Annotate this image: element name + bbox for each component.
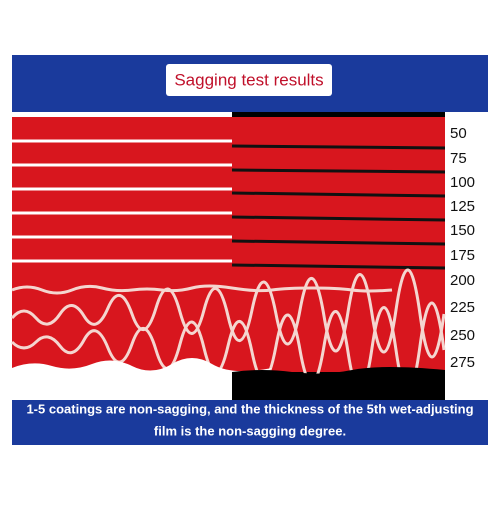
separators	[10, 139, 446, 393]
thickness-label: 100	[450, 174, 475, 191]
gap	[231, 191, 446, 198]
caption-line: film is the non-sagging degree.	[154, 423, 346, 438]
thickness-label: 250	[450, 327, 475, 344]
thickness-label: 175	[450, 247, 475, 264]
sag-left	[12, 358, 272, 400]
thickness-label: 50	[450, 125, 467, 142]
wave	[11, 284, 393, 295]
gap	[231, 239, 446, 246]
thickness-label: 225	[450, 299, 475, 316]
sag-right	[232, 367, 445, 400]
gap	[231, 263, 446, 270]
thickness-label: 75	[450, 150, 467, 167]
labels: 50 75 100 125 150 175 200 225 250 275	[450, 125, 475, 371]
title-box	[166, 64, 332, 96]
gap	[231, 215, 446, 222]
coating	[12, 117, 445, 372]
caption-line: 1-5 coatings are non-sagging, and the th…	[26, 401, 473, 416]
thickness-label: 125	[450, 198, 475, 215]
gap	[231, 144, 446, 150]
thickness-label: 150	[450, 222, 475, 239]
thickness-label: 275	[450, 354, 475, 371]
wave	[10, 268, 446, 359]
title: Sagging test results	[174, 70, 323, 89]
thickness-label: 200	[450, 272, 475, 289]
wave	[10, 301, 446, 393]
gap	[231, 168, 446, 174]
